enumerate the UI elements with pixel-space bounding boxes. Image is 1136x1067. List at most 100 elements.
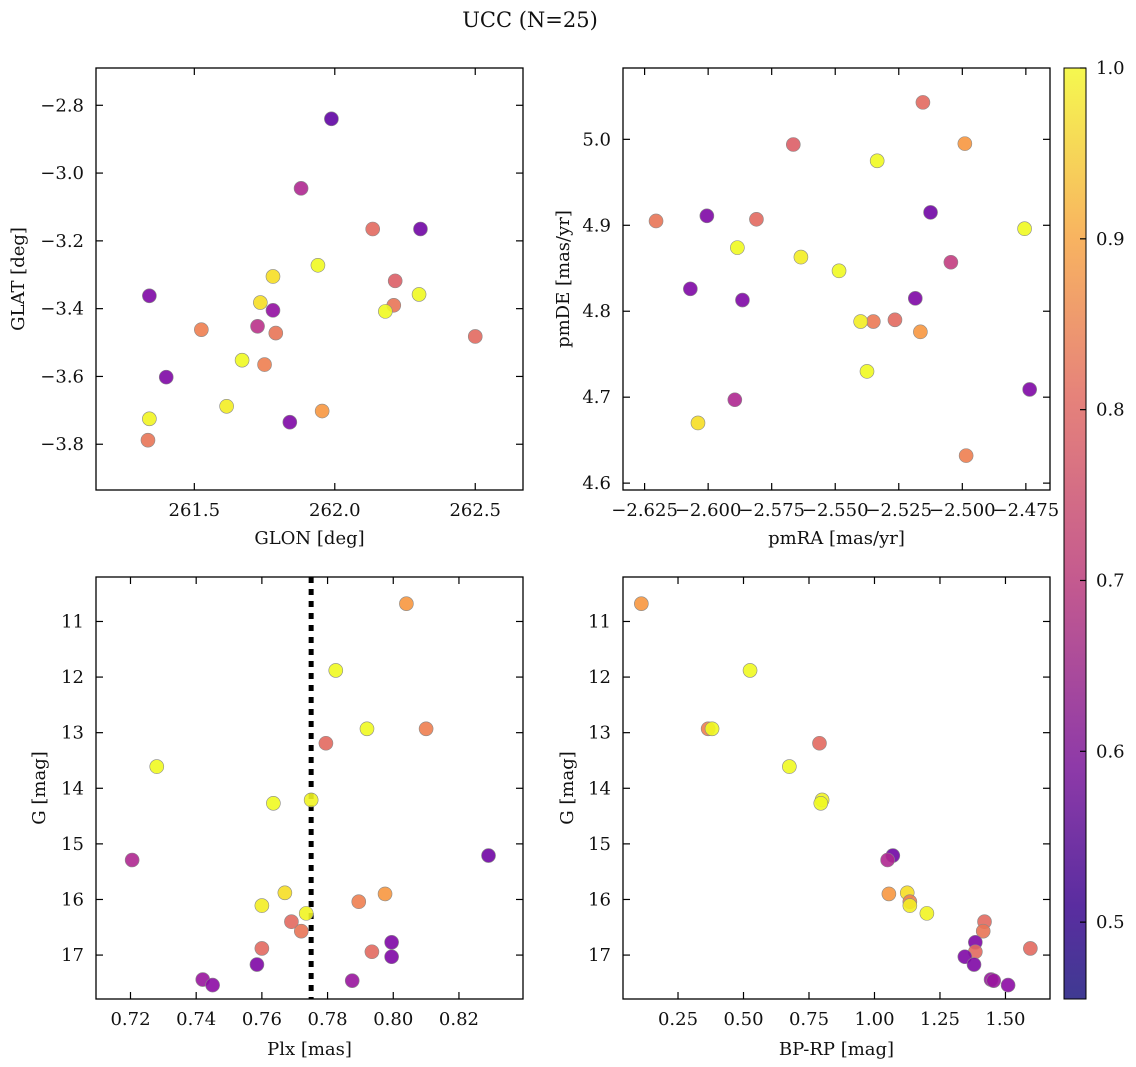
scatter-point bbox=[310, 257, 326, 273]
scatter-point bbox=[831, 263, 847, 279]
x-tick-label: −2.475 bbox=[993, 500, 1060, 521]
scatter-point bbox=[966, 957, 982, 972]
scatter-point bbox=[913, 324, 928, 340]
y-tick-label: 4.6 bbox=[582, 473, 611, 494]
scatter-point bbox=[234, 352, 250, 368]
x-tick-label: 0.74 bbox=[176, 1009, 216, 1030]
scatter-point bbox=[742, 663, 758, 678]
xlabel-bprp: BP-RP [mag] bbox=[779, 1039, 894, 1060]
scatter-point bbox=[268, 325, 284, 341]
colorbar-gradient bbox=[1063, 67, 1087, 1000]
scatter-point bbox=[690, 415, 706, 431]
x-tick-label: −2.500 bbox=[929, 500, 996, 521]
scatter-point bbox=[648, 213, 664, 229]
x-tick-label: −2.550 bbox=[802, 500, 869, 521]
y-tick-label: −3.4 bbox=[40, 299, 84, 320]
colorbar: 0.5 0.6 0.7 0.8 0.9 1.0 bbox=[1063, 58, 1125, 1000]
scatter-point bbox=[467, 329, 483, 344]
y-tick-label: 5.0 bbox=[582, 129, 611, 150]
scatter-point bbox=[387, 273, 403, 289]
axes-frame-plx-g bbox=[95, 576, 524, 1000]
y-tick-label: 13 bbox=[61, 723, 84, 744]
scatter-point bbox=[254, 898, 270, 913]
colorbar-tick-label: 0.8 bbox=[1096, 400, 1125, 421]
y-tick-label: −3.0 bbox=[40, 163, 84, 184]
x-tick-label: 0.50 bbox=[723, 1009, 763, 1030]
scatter-points-plx-g bbox=[124, 577, 496, 999]
colorbar-tick-label: 0.7 bbox=[1096, 570, 1125, 591]
scatter-point bbox=[902, 898, 918, 913]
scatter-point bbox=[907, 291, 923, 306]
x-tick-label: 0.78 bbox=[308, 1009, 348, 1030]
ticks-bprp-g: 0.25 0.50 0.75 1.00 1.25 1.50 11 12 13 14 15 16 17 bbox=[588, 577, 1050, 1030]
scatter-point bbox=[265, 303, 281, 318]
scatter-point bbox=[277, 885, 293, 901]
scatter-point bbox=[318, 735, 334, 751]
scatter-point bbox=[365, 221, 381, 237]
scatter-point bbox=[249, 957, 265, 972]
scatter-point bbox=[324, 111, 339, 127]
colorbar-tick-label: 0.5 bbox=[1096, 912, 1125, 933]
scatter-point bbox=[749, 211, 764, 227]
scatter-point bbox=[257, 357, 272, 372]
y-tick-label: 14 bbox=[61, 778, 84, 799]
scatter-point bbox=[364, 944, 380, 960]
y-tick-label: −3.2 bbox=[40, 231, 84, 252]
y-tick-label: 13 bbox=[588, 723, 611, 744]
scatter-point bbox=[869, 153, 885, 169]
scatter-point bbox=[481, 848, 496, 863]
scatter-point bbox=[919, 906, 935, 921]
scatter-point bbox=[1000, 977, 1016, 993]
scatter-point bbox=[881, 886, 897, 902]
scatter-point bbox=[293, 923, 309, 939]
scatter-point bbox=[205, 977, 220, 993]
scatter-point bbox=[957, 136, 973, 151]
x-tick-label: −2.575 bbox=[738, 500, 805, 521]
y-tick-label: −3.6 bbox=[40, 366, 84, 387]
ticks-glon-glat: 261.5 262.0 262.5 −3.8 −3.6 −3.4 −3.2 −3.0 −2.8 bbox=[40, 68, 523, 521]
scatter-point bbox=[359, 721, 375, 737]
scatter-point bbox=[266, 795, 281, 811]
scatter-point bbox=[793, 249, 809, 265]
figure-title: UCC (N=25) bbox=[462, 8, 598, 32]
scatter-point bbox=[1022, 382, 1037, 397]
ylabel-glat: GLAT [deg] bbox=[8, 227, 29, 331]
scatter-point bbox=[124, 852, 140, 868]
panel-plx-g: 0.72 0.74 0.76 0.78 0.80 0.82 11 12 13 14 15 16 17 P… bbox=[29, 576, 524, 1060]
scatter-point bbox=[399, 596, 414, 611]
scatter-point bbox=[1023, 941, 1038, 956]
scatter-points-pmra-pmde bbox=[648, 95, 1037, 463]
y-tick-label: 4.7 bbox=[582, 387, 611, 408]
x-tick-label: 1.00 bbox=[854, 1009, 894, 1030]
colorbar-tick-label: 0.6 bbox=[1096, 741, 1125, 762]
y-tick-label: 11 bbox=[588, 611, 611, 632]
ylabel-pmde: pmDE [mas/yr] bbox=[553, 210, 574, 348]
scatter-point bbox=[384, 949, 399, 965]
scatter-point bbox=[859, 364, 875, 379]
y-tick-label: 16 bbox=[61, 889, 84, 910]
xlabel-plx: Plx [mas] bbox=[267, 1039, 352, 1060]
x-tick-label: 1.25 bbox=[920, 1009, 960, 1030]
scatter-point bbox=[812, 735, 827, 751]
scatter-point bbox=[377, 886, 393, 902]
scatter-point bbox=[314, 403, 330, 419]
scatter-point bbox=[254, 941, 270, 956]
ticks-pmra-pmde: −2.625−2.600−2.575−2.550−2.525−2.500−2.4… bbox=[582, 68, 1059, 521]
scatter-point bbox=[813, 795, 829, 811]
scatter-point bbox=[634, 596, 649, 611]
scatter-point bbox=[958, 448, 974, 463]
scatter-point bbox=[986, 973, 1001, 988]
scatter-points-glon-glat bbox=[140, 111, 483, 448]
scatter-point bbox=[158, 369, 174, 385]
y-tick-label: 15 bbox=[61, 834, 84, 855]
scatter-point bbox=[284, 914, 299, 930]
scatter-point bbox=[219, 398, 234, 414]
scatter-point bbox=[785, 137, 801, 152]
scatter-point bbox=[887, 312, 903, 328]
ylabel-g-left: G [mag] bbox=[29, 751, 50, 824]
panel-bprp-g: 0.25 0.50 0.75 1.00 1.25 1.50 11 12 13 14 15 16 17 B… bbox=[557, 576, 1051, 1060]
scatter-point bbox=[782, 759, 797, 774]
scatter-point bbox=[943, 254, 959, 270]
scatter-point bbox=[149, 759, 165, 774]
colorbar-ticks: 0.5 0.6 0.7 0.8 0.9 1.0 bbox=[1080, 58, 1125, 933]
